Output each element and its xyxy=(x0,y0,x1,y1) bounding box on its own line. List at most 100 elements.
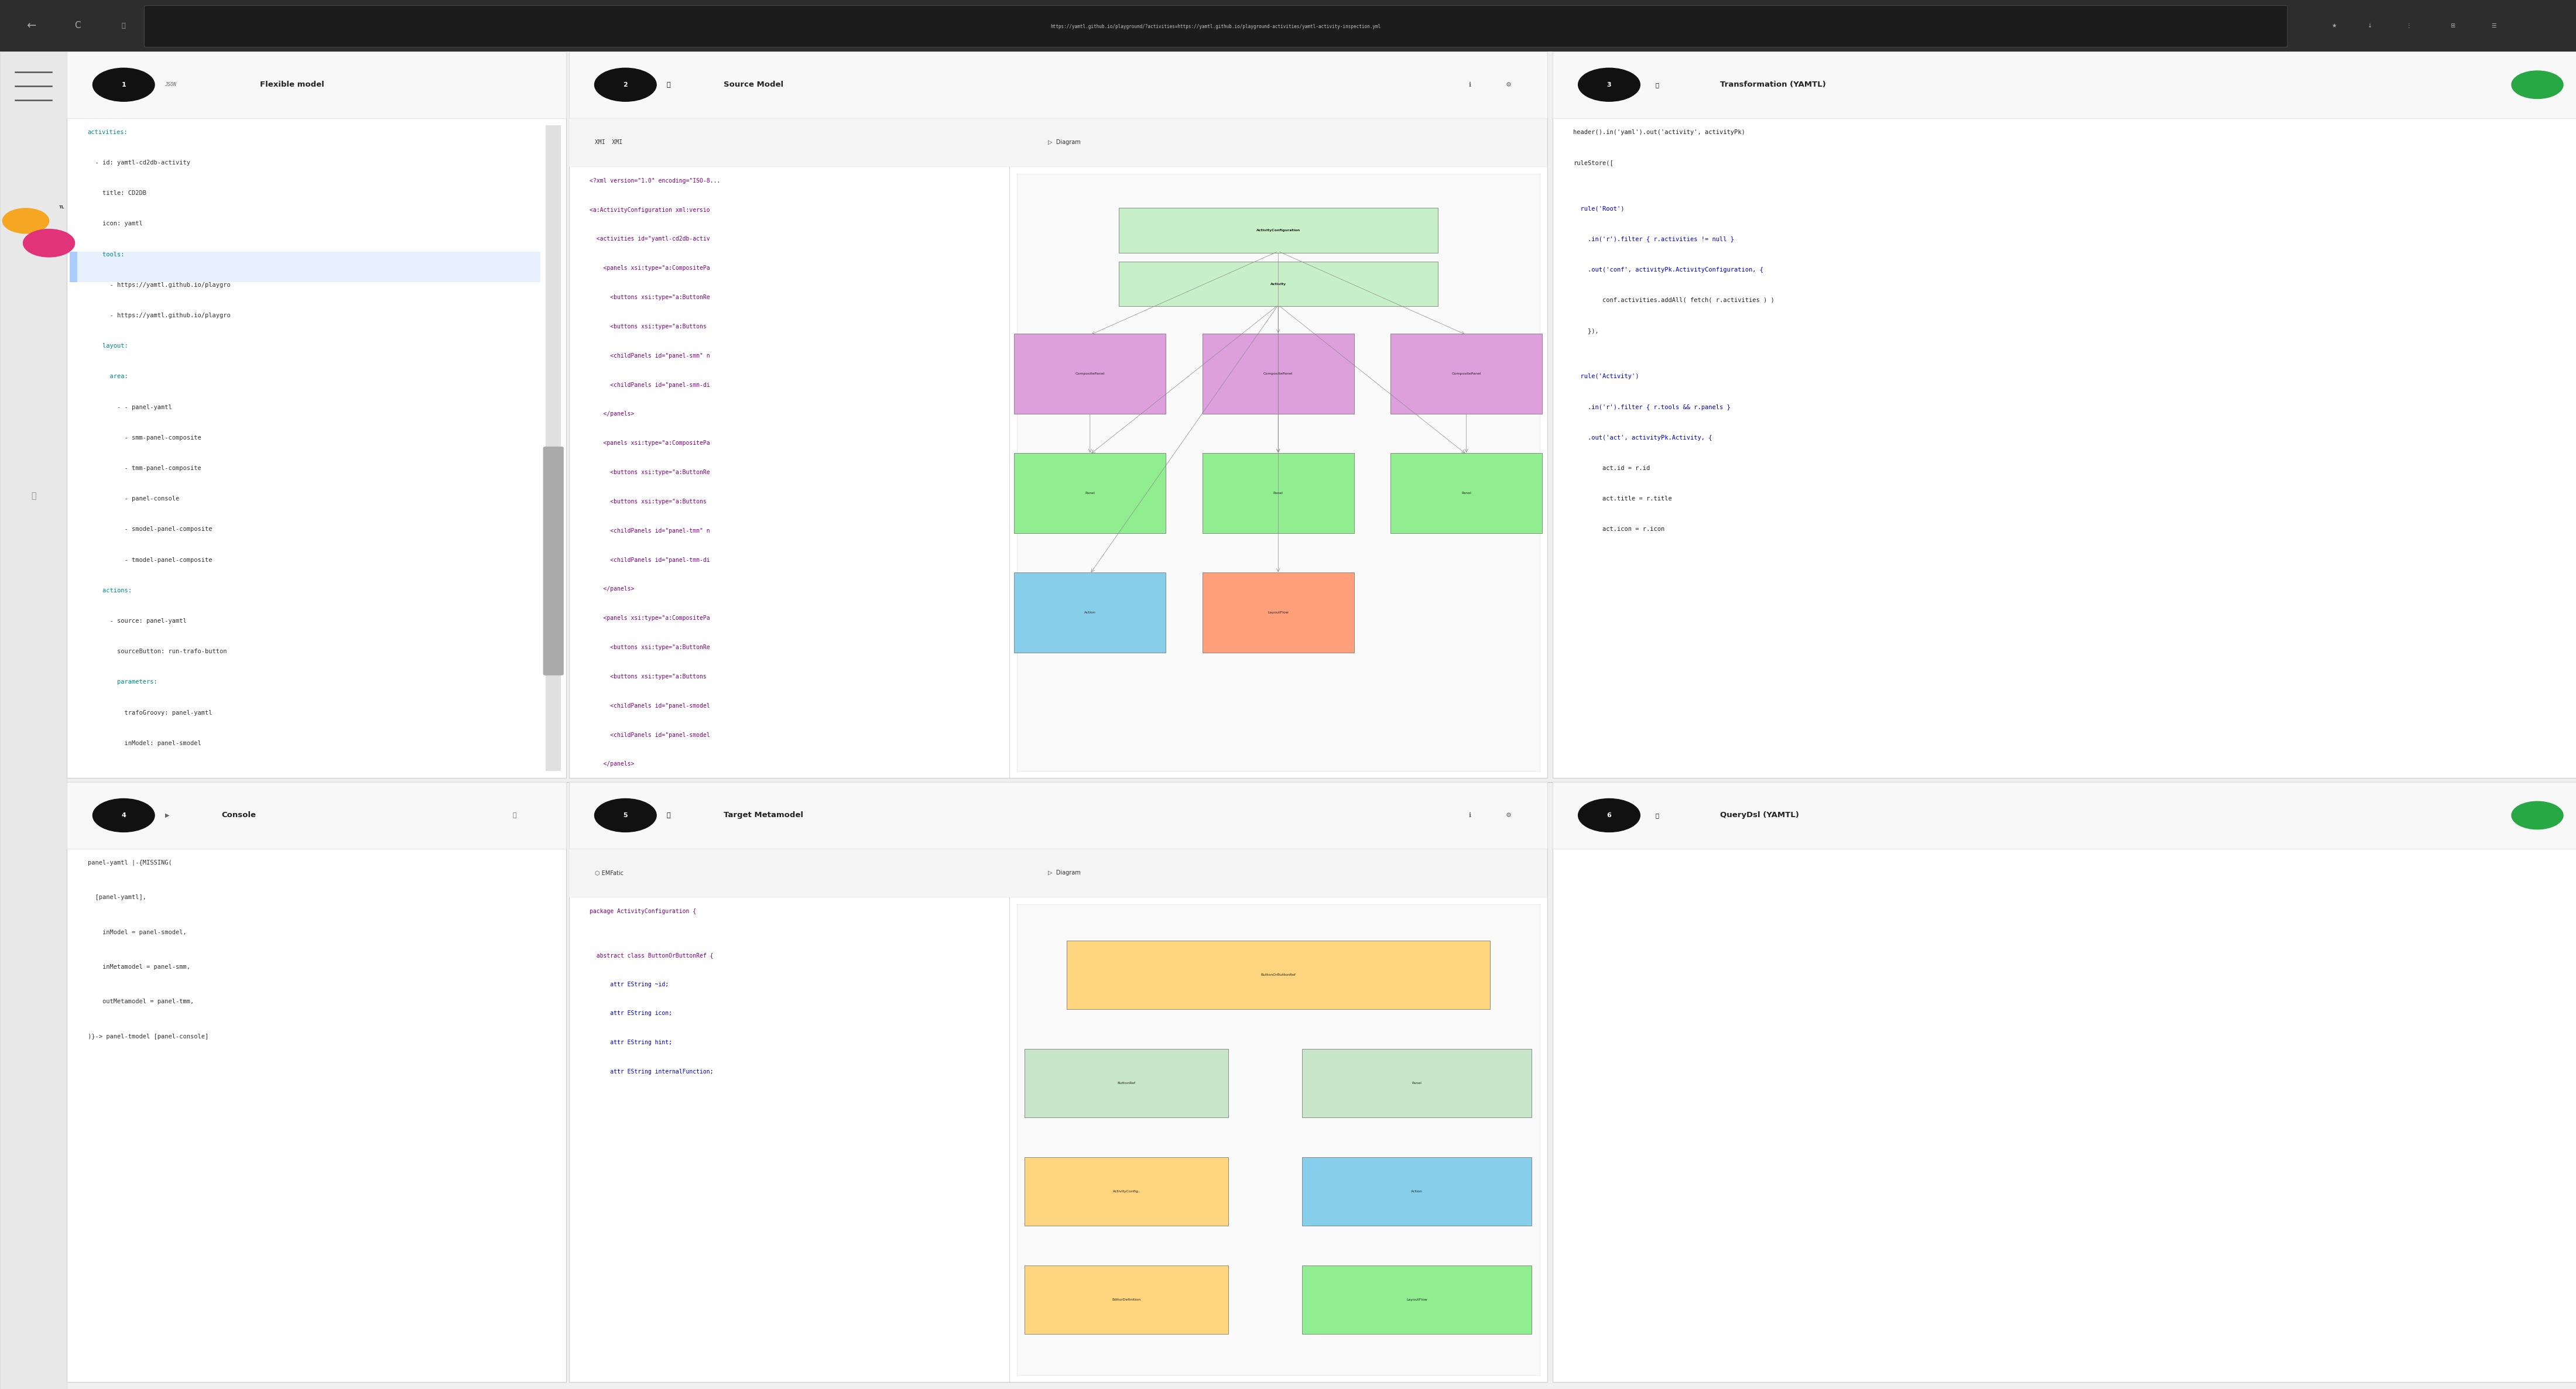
Circle shape xyxy=(1579,799,1641,832)
FancyBboxPatch shape xyxy=(1118,208,1437,253)
FancyBboxPatch shape xyxy=(569,782,1548,1382)
Circle shape xyxy=(2512,71,2563,99)
Text: Panel: Panel xyxy=(1273,492,1283,494)
Text: ⚙: ⚙ xyxy=(1507,813,1512,818)
Text: ButtonRef: ButtonRef xyxy=(1118,1082,1136,1085)
FancyBboxPatch shape xyxy=(67,51,567,778)
Text: attr EString ~id;: attr EString ~id; xyxy=(590,982,670,988)
Text: area:: area: xyxy=(88,374,129,379)
Text: attr EString internalFunction;: attr EString internalFunction; xyxy=(590,1070,714,1075)
Text: 📄: 📄 xyxy=(667,813,670,818)
Text: 🔴: 🔴 xyxy=(1656,813,1659,818)
Text: ▷  Diagram: ▷ Diagram xyxy=(1048,870,1079,876)
FancyBboxPatch shape xyxy=(1015,453,1167,533)
Text: TL: TL xyxy=(59,206,64,208)
Text: </panels>: </panels> xyxy=(590,411,634,417)
FancyBboxPatch shape xyxy=(569,782,1548,849)
Text: Panel: Panel xyxy=(1461,492,1471,494)
Text: <?xml version="1.0" encoding="ISO-8...: <?xml version="1.0" encoding="ISO-8... xyxy=(590,178,721,183)
FancyBboxPatch shape xyxy=(1391,453,1543,533)
Text: 📄: 📄 xyxy=(667,82,670,88)
FancyBboxPatch shape xyxy=(1066,940,1489,1010)
Circle shape xyxy=(595,68,657,101)
Text: <buttons xsi:type="a:ButtonRe: <buttons xsi:type="a:ButtonRe xyxy=(590,469,711,475)
Text: title: CD2DB: title: CD2DB xyxy=(88,190,147,196)
Circle shape xyxy=(93,68,155,101)
Text: act.icon = r.icon: act.icon = r.icon xyxy=(1574,526,1664,532)
Text: <buttons xsi:type="a:Buttons: <buttons xsi:type="a:Buttons xyxy=(590,499,706,504)
Text: ActivityConfig..: ActivityConfig.. xyxy=(1113,1190,1141,1193)
Text: ⬡ EMFatic: ⬡ EMFatic xyxy=(595,870,623,876)
Text: 4: 4 xyxy=(121,813,126,818)
FancyBboxPatch shape xyxy=(569,118,1548,167)
Text: inMetamodel = panel-smm,: inMetamodel = panel-smm, xyxy=(88,964,191,970)
Text: Panel: Panel xyxy=(1412,1082,1422,1085)
Text: CompositePanel: CompositePanel xyxy=(1453,372,1481,375)
FancyBboxPatch shape xyxy=(1015,333,1167,414)
Text: CompositePanel: CompositePanel xyxy=(1262,372,1293,375)
Text: <panels xsi:type="a:CompositePa: <panels xsi:type="a:CompositePa xyxy=(590,615,711,621)
Text: .out('act', activityPk.Activity, {: .out('act', activityPk.Activity, { xyxy=(1574,435,1713,440)
Text: ▶: ▶ xyxy=(165,813,170,818)
FancyBboxPatch shape xyxy=(569,849,1548,897)
Text: 6: 6 xyxy=(1607,813,1613,818)
Text: - tmm-panel-composite: - tmm-panel-composite xyxy=(88,465,201,471)
Text: - source: panel-yamtl: - source: panel-yamtl xyxy=(88,618,185,624)
Text: .in('r').filter { r.tools && r.panels }: .in('r').filter { r.tools && r.panels } xyxy=(1574,404,1731,410)
FancyBboxPatch shape xyxy=(0,51,67,1389)
Text: - smodel-panel-composite: - smodel-panel-composite xyxy=(88,526,211,532)
Text: ⋮: ⋮ xyxy=(2406,22,2411,29)
Text: <activities id="yamtl-cd2db-activ: <activities id="yamtl-cd2db-activ xyxy=(590,236,711,242)
Text: attr EString icon;: attr EString icon; xyxy=(590,1011,672,1017)
FancyBboxPatch shape xyxy=(1553,51,2576,118)
FancyBboxPatch shape xyxy=(1301,1265,1533,1333)
Text: CompositePanel: CompositePanel xyxy=(1074,372,1105,375)
FancyBboxPatch shape xyxy=(1025,1049,1229,1118)
FancyBboxPatch shape xyxy=(1118,261,1437,307)
FancyBboxPatch shape xyxy=(546,125,562,771)
Text: QueryDsl (YAMTL): QueryDsl (YAMTL) xyxy=(1721,811,1798,820)
Text: JSON: JSON xyxy=(165,82,178,88)
Text: 2: 2 xyxy=(623,82,629,88)
FancyBboxPatch shape xyxy=(1553,782,2576,849)
Text: }),: }), xyxy=(1574,328,1600,333)
Text: rule('Activity'): rule('Activity') xyxy=(1574,374,1638,379)
FancyBboxPatch shape xyxy=(544,447,564,675)
Text: - panel-console: - panel-console xyxy=(88,496,180,501)
Text: <childPanels id="panel-smm" n: <childPanels id="panel-smm" n xyxy=(590,353,711,358)
FancyBboxPatch shape xyxy=(67,782,567,849)
Text: ⊞: ⊞ xyxy=(2450,22,2455,29)
Text: <childPanels id="panel-smodel: <childPanels id="panel-smodel xyxy=(590,703,711,708)
Text: trafoGroovy: panel-yamtl: trafoGroovy: panel-yamtl xyxy=(88,710,211,715)
Text: act.id = r.id: act.id = r.id xyxy=(1574,465,1649,471)
FancyBboxPatch shape xyxy=(1018,904,1540,1375)
FancyBboxPatch shape xyxy=(1301,1049,1533,1118)
Text: <a:ActivityConfiguration xml:versio: <a:ActivityConfiguration xml:versio xyxy=(590,207,711,213)
Text: <childPanels id="panel-smodel: <childPanels id="panel-smodel xyxy=(590,732,711,738)
Text: <childPanels id="panel-tmm" n: <childPanels id="panel-tmm" n xyxy=(590,528,711,533)
Text: <buttons xsi:type="a:Buttons: <buttons xsi:type="a:Buttons xyxy=(590,324,706,329)
FancyBboxPatch shape xyxy=(70,251,541,282)
Text: <buttons xsi:type="a:Buttons: <buttons xsi:type="a:Buttons xyxy=(590,674,706,679)
Text: 🗑: 🗑 xyxy=(513,813,518,818)
Text: 5: 5 xyxy=(623,813,629,818)
Text: 3: 3 xyxy=(1607,82,1613,88)
Text: </panels>: </panels> xyxy=(590,761,634,767)
Text: Activity: Activity xyxy=(1270,282,1285,286)
Text: EditorDefinition: EditorDefinition xyxy=(1113,1299,1141,1301)
Text: <panels xsi:type="a:CompositePa: <panels xsi:type="a:CompositePa xyxy=(590,265,711,271)
Text: conf.activities.addAll( fetch( r.activities ) ): conf.activities.addAll( fetch( r.activit… xyxy=(1574,297,1775,303)
Text: Panel: Panel xyxy=(1084,492,1095,494)
Text: panel-yamtl |-{MISSING(: panel-yamtl |-{MISSING( xyxy=(88,860,173,865)
Text: ←: ← xyxy=(26,19,36,32)
Circle shape xyxy=(93,799,155,832)
Text: ▷  Diagram: ▷ Diagram xyxy=(1048,139,1079,146)
FancyBboxPatch shape xyxy=(1025,1265,1229,1333)
FancyBboxPatch shape xyxy=(1203,572,1355,653)
Text: - id: yamtl-cd2db-activity: - id: yamtl-cd2db-activity xyxy=(88,160,191,165)
Text: 1: 1 xyxy=(121,82,126,88)
Text: XMI  XMI: XMI XMI xyxy=(595,139,621,146)
FancyBboxPatch shape xyxy=(1203,333,1355,414)
Text: Flexible model: Flexible model xyxy=(260,81,325,89)
FancyBboxPatch shape xyxy=(67,51,567,118)
